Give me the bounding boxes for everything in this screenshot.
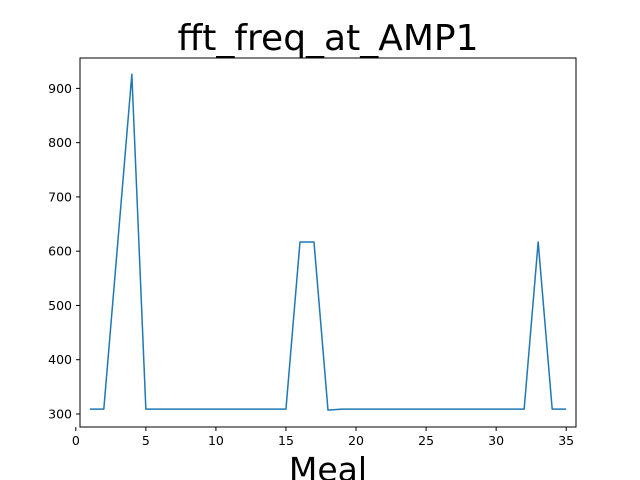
x-tick-label: 5 (142, 433, 150, 448)
x-tick-label: 25 (418, 433, 434, 448)
x-tick-label: 15 (278, 433, 294, 448)
y-tick-label: 400 (48, 352, 72, 367)
x-tick-label: 35 (558, 433, 574, 448)
y-tick-label: 900 (48, 81, 72, 96)
x-axis-ticks: 0 5 10 15 20 25 30 35 (72, 427, 574, 448)
y-tick-label: 700 (48, 189, 72, 204)
y-tick-label: 500 (48, 298, 72, 313)
y-tick-label: 800 (48, 135, 72, 150)
y-axis-ticks: 300 400 500 600 700 800 900 (48, 81, 80, 421)
series-line (89, 73, 567, 411)
y-tick-label: 300 (48, 406, 72, 421)
x-tick-label: 20 (348, 433, 364, 448)
x-tick-label: 10 (208, 433, 224, 448)
x-tick-label: 30 (488, 433, 504, 448)
axes-frame (79, 57, 577, 428)
y-tick-label: 600 (48, 244, 72, 259)
x-tick-label: 0 (72, 433, 80, 448)
chart-title: fft_freq_at_AMP1 (177, 18, 478, 59)
x-axis-label: Meal (289, 450, 367, 480)
plot-area (79, 57, 577, 428)
